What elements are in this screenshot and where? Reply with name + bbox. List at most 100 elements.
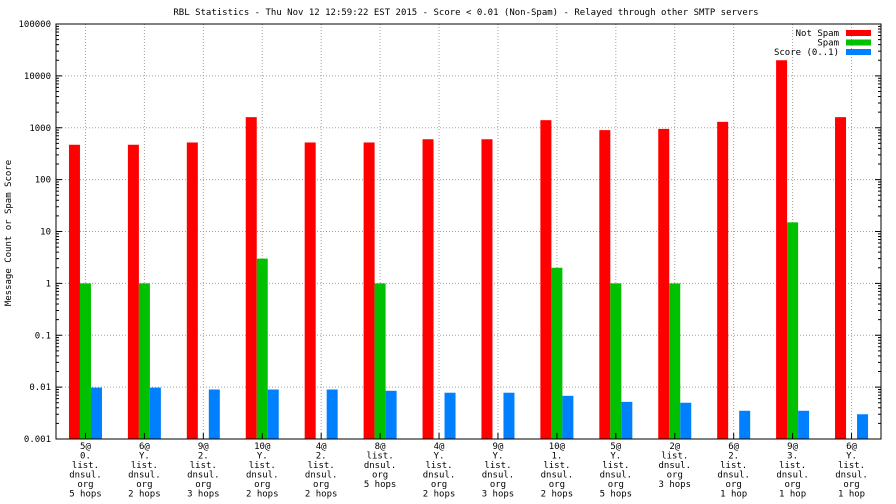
x-tick-label-line: Y. [139,452,150,462]
bar-not-spam [304,142,316,439]
x-tick-label-line: 9@ [493,442,504,452]
x-tick-label-line: 6@ [728,442,739,452]
x-tick-label: 5@ Y. list. dnsul. org 5 hops [600,442,633,500]
x-tick-label-line: 9@ [198,442,209,452]
x-tick-label-line: org [254,480,270,490]
bar-spam [374,283,386,439]
x-tick-label-line: list. [190,461,217,471]
bar-not-spam [422,139,434,439]
x-tick-label-line: dnsul. [305,471,338,481]
bar-score-0-1 [739,410,751,439]
x-tick-label-line: org [608,480,624,490]
bar-score-0-1 [857,414,869,439]
x-tick-label-line: dnsul. [658,461,691,471]
bar-score-0-1 [385,390,397,439]
x-tick-label-line: 1 hop [779,490,806,500]
x-tick-label-line: org [549,480,565,490]
x-tick-label-line: list. [543,461,570,471]
bar-score-0-1 [503,392,515,439]
x-tick-label-line: 2 hops [541,490,574,500]
legend-label: Not Spam [796,29,839,39]
x-tick-label-line: 6@ [139,442,150,452]
x-tick-label-line: 2. [198,452,209,462]
x-tick-label-line: list. [425,461,452,471]
x-tick-label-line: 5 hops [69,490,102,500]
y-tick-label: 100000 [18,20,51,30]
x-tick-label-line: list. [367,452,394,462]
x-tick-label-line: 3 hops [482,490,515,500]
x-tick-label-line: 10@ [549,442,566,452]
x-tick-label-line: list. [484,461,511,471]
x-tick-label-line: 0. [80,452,91,462]
chart-title: RBL Statistics - Thu Nov 12 12:59:22 EST… [173,8,758,18]
bar-not-spam [127,144,139,439]
x-tick-label-line: org [726,480,742,490]
x-tick-label-line: dnsul. [835,471,868,481]
x-tick-label-line: 4@ [316,442,327,452]
x-tick-label-line: 5@ [610,442,621,452]
bar-not-spam [540,120,552,439]
bar-score-0-1 [444,392,456,439]
legend-swatch [846,49,871,55]
bar-score-0-1 [149,387,161,439]
x-tick-label-line: org [490,480,506,490]
x-tick-label-line: org [372,471,388,481]
bar-spam [669,283,681,439]
x-tick-label-line: org [843,480,859,490]
x-tick-label-line: 2 hops [423,490,456,500]
x-tick-label-line: org [313,480,329,490]
x-tick-label-line: 2. [728,452,739,462]
x-tick-label-line: dnsul. [482,471,515,481]
legend-swatch [846,30,871,36]
x-tick-label-line: list. [838,461,865,471]
x-tick-label-line: 2 hops [246,490,279,500]
x-tick-label: 2@ list. dnsul. org 3 hops [658,442,691,490]
x-tick-label-line: dnsul. [600,471,633,481]
x-tick-label: 10@ Y. list. dnsul. org 2 hops [246,442,279,500]
x-tick-label-line: 2. [316,452,327,462]
x-tick-label-line: Y. [610,452,621,462]
x-tick-label: 8@ list. dnsul. org 5 hops [364,442,397,490]
bar-score-0-1 [326,389,338,439]
x-tick-label-line: 1 hop [838,490,865,500]
x-tick-label-line: Y. [846,452,857,462]
x-tick-label-line: org [784,480,800,490]
y-tick-label: 1 [46,279,51,289]
x-tick-label-line: 6@ [846,442,857,452]
y-axis-label: Message Count or Spam Score [4,160,14,306]
x-tick-label-line: dnsul. [717,471,750,481]
x-tick-label-line: 8@ [375,442,386,452]
x-tick-label: 10@ 1. list. dnsul. org 2 hops [541,442,574,500]
x-tick-label-line: org [431,480,447,490]
x-tick-label-line: dnsul. [246,471,279,481]
x-tick-label-line: 2 hops [305,490,338,500]
y-tick-label: 0.1 [35,331,51,341]
bar-spam [256,258,268,439]
x-tick-label-line: Y. [257,452,268,462]
x-tick-label-line: org [77,480,93,490]
bar-score-0-1 [208,389,220,439]
x-tick-label-line: dnsul. [541,471,574,481]
x-tick-label-line: org [667,471,683,481]
x-tick-label-line: list. [720,461,747,471]
x-tick-label-line: 3 hops [187,490,220,500]
x-tick-label-line: 2@ [669,442,680,452]
bar-not-spam [717,121,729,440]
bar-spam [551,267,563,439]
bar-not-spam [245,117,257,439]
bar-score-0-1 [621,401,633,439]
x-tick-label-line: org [136,480,152,490]
x-tick-label: 6@ 2. list. dnsul. org 1 hop [717,442,750,500]
bar-spam [610,283,622,439]
x-tick-label-line: list. [602,461,629,471]
bar-spam [79,283,91,439]
x-tick-label: 6@ Y. list. dnsul. org 2 hops [128,442,161,500]
x-tick-label-line: list. [308,461,335,471]
bar-not-spam [776,60,788,440]
x-tick-label-line: list. [72,461,99,471]
x-tick-label-line: 9@ [787,442,798,452]
y-tick-label: 1000 [29,124,51,134]
y-tick-label: 10 [40,228,51,238]
